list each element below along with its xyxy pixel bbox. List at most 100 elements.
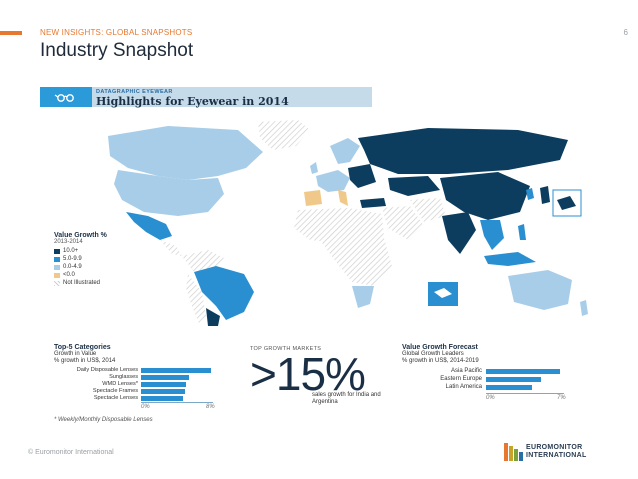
uk	[310, 162, 318, 174]
legend-label: 10.0+	[63, 248, 79, 254]
forecast-axis-max: 7%	[557, 395, 566, 401]
legend-swatch	[54, 256, 60, 262]
eastern-europe	[348, 164, 376, 188]
legend-title: Value Growth %	[54, 232, 107, 239]
growth-kicker: TOP GROWTH MARKETS	[250, 346, 322, 352]
categories-footnote: * Weekly/Monthly Disposable Lenses	[54, 417, 153, 423]
legend-item: Not Illustrated	[54, 279, 144, 287]
southeast-asia	[480, 220, 504, 250]
forecast-bar	[486, 385, 532, 390]
western-europe	[316, 170, 350, 192]
infographic: DATAGRAPHIC EYEWEAR Highlights for Eyewe…	[40, 84, 604, 434]
north-africa	[294, 208, 384, 244]
world-map	[108, 120, 588, 326]
logo-mark-icon	[504, 443, 523, 461]
forecast-label: Asia Pacific	[450, 368, 482, 374]
categories-axis-min: 0%	[141, 404, 150, 410]
mexico	[126, 212, 172, 240]
indonesia	[484, 252, 536, 266]
banner-title: Highlights for Eyewear in 2014	[96, 95, 289, 108]
legend-swatch	[54, 248, 60, 254]
legend-label: 5.0-9.9	[63, 256, 82, 262]
map-legend: Value Growth % 2013-2014 10.0+ 5.0-9.9 0.0…	[54, 232, 144, 287]
middle-east	[382, 206, 424, 240]
section-eyebrow: NEW INSIGHTS: GLOBAL SNAPSHOTS	[40, 28, 193, 37]
iran-pakistan	[410, 198, 446, 222]
page-title: Industry Snapshot	[40, 40, 194, 61]
categories-axis-max: 8%	[206, 404, 215, 410]
legend-item: 0.0-4.9	[54, 263, 144, 271]
korea	[526, 188, 534, 200]
forecast-title: Value Growth Forecast	[402, 344, 478, 351]
legend-item: 10.0+	[54, 247, 144, 255]
logo-wordmark: EUROMONITOR INTERNATIONAL	[526, 444, 587, 460]
accent-bar	[0, 31, 22, 35]
category-row: Spectacle Lenses	[54, 395, 224, 402]
category-bar	[141, 389, 186, 394]
category-label: Daily Disposable Lenses	[76, 367, 138, 373]
forecast-subtitle: Global Growth Leaders	[402, 351, 464, 357]
category-label: WMD Lenses*	[102, 381, 138, 387]
russia	[358, 128, 568, 174]
australia	[508, 270, 572, 310]
turkey	[360, 198, 386, 208]
category-label: Spectacle Lenses	[93, 395, 138, 401]
south-africa	[352, 286, 374, 308]
category-bar	[141, 382, 186, 387]
central-africa	[320, 238, 392, 286]
legend-label: 0.0-4.9	[63, 264, 82, 270]
colombia-venezuela	[182, 250, 224, 272]
logo-line-1: EUROMONITOR	[526, 444, 583, 451]
category-label: Spectacle Frames	[92, 388, 138, 394]
page-number: 6	[623, 28, 628, 37]
new-zealand	[580, 300, 588, 316]
top-growth-panel: TOP GROWTH MARKETS >15% sales growth for…	[250, 346, 400, 405]
japan	[540, 186, 550, 204]
growth-forecast-panel: Value Growth Forecast Global Growth Lead…	[402, 344, 572, 401]
legend-item: <0.0	[54, 271, 144, 279]
forecast-bar	[486, 369, 560, 374]
india	[442, 212, 476, 254]
categories-title: Top-5 Categories	[54, 344, 111, 351]
forecast-row: Asia Pacific	[402, 367, 572, 375]
logo-line-2: INTERNATIONAL	[526, 452, 587, 459]
italy	[338, 190, 348, 206]
forecast-row: Eastern Europe	[402, 375, 572, 383]
iberia	[304, 190, 322, 206]
copyright: © Euromonitor International	[28, 449, 114, 456]
legend-period: 2013-2014	[54, 239, 83, 245]
legend-swatch	[54, 280, 60, 286]
categories-subtitle: Growth in Value	[54, 351, 97, 357]
kazakhstan	[388, 176, 440, 196]
category-row: Sunglasses	[54, 374, 224, 381]
philippines	[518, 224, 526, 240]
forecast-axis-min: 0%	[486, 395, 495, 401]
forecast-unit: % growth in US$, 2014-2019	[402, 358, 479, 364]
argentina	[206, 308, 220, 326]
legend-label: <0.0	[63, 272, 75, 278]
eyeglasses-icon	[40, 87, 92, 107]
growth-figure: >15%	[250, 348, 366, 400]
forecast-row: Latin America	[402, 383, 572, 391]
growth-text: sales growth for India and Argentina	[312, 392, 381, 405]
forecast-bar	[486, 377, 541, 382]
category-bar	[141, 375, 189, 380]
infographic-banner: DATAGRAPHIC EYEWEAR Highlights for Eyewe…	[40, 87, 372, 108]
scandinavia	[330, 138, 360, 164]
brazil	[194, 266, 254, 320]
legend-item: 5.0-9.9	[54, 255, 144, 263]
category-bar	[141, 396, 184, 401]
greenland	[258, 120, 310, 150]
canada	[108, 126, 263, 180]
euromonitor-logo: EUROMONITOR INTERNATIONAL	[504, 440, 608, 464]
category-label: Sunglasses	[109, 374, 138, 380]
top-categories-panel: Top-5 Categories Growth in Value % growt…	[54, 344, 224, 423]
legend-swatch	[54, 272, 60, 278]
peru-chile	[186, 274, 206, 326]
usa	[114, 170, 224, 216]
central-america	[160, 240, 182, 256]
legend-swatch	[54, 264, 60, 270]
categories-unit: % growth in US$, 2014	[54, 358, 116, 364]
category-row: Daily Disposable Lenses	[54, 367, 224, 374]
banner-kicker: DATAGRAPHIC EYEWEAR	[96, 89, 173, 95]
